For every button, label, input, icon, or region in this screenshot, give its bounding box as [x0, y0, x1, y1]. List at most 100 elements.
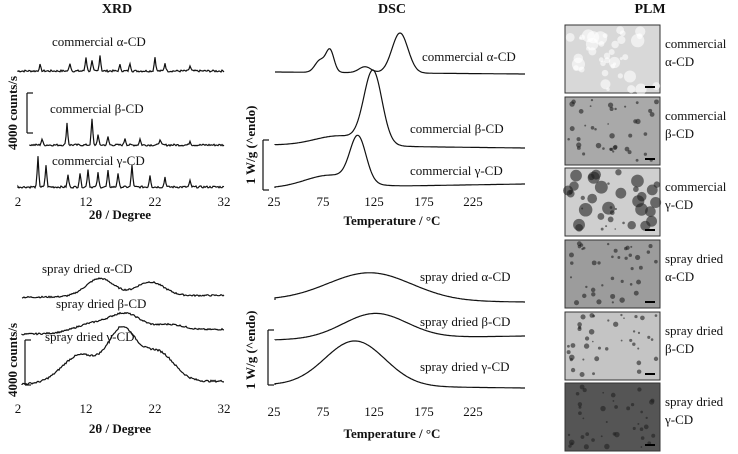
x-tick-label: 22 — [149, 401, 162, 416]
particle — [569, 126, 575, 132]
particle — [634, 314, 638, 319]
particle — [635, 26, 646, 37]
particle — [591, 169, 601, 180]
particle — [629, 283, 633, 286]
curve — [274, 134, 525, 188]
particle — [616, 26, 625, 35]
particle — [590, 98, 594, 102]
particle — [587, 193, 598, 204]
particle — [597, 346, 601, 350]
panel-label: commercial — [665, 108, 727, 123]
x-tick-label: 175 — [414, 404, 434, 419]
x-tick-label: 175 — [414, 194, 434, 209]
particle — [622, 221, 625, 225]
particle — [654, 314, 658, 317]
particle — [643, 152, 647, 156]
particle — [570, 169, 582, 182]
particle — [589, 105, 592, 108]
particle — [622, 54, 629, 61]
particle — [612, 400, 615, 402]
particle — [614, 228, 617, 230]
particle — [640, 446, 643, 448]
particle — [607, 216, 614, 223]
particle — [654, 259, 658, 264]
particle — [617, 35, 626, 45]
particle — [569, 358, 573, 362]
particle — [607, 102, 614, 108]
x-tick-label: 25 — [268, 404, 281, 419]
particle — [617, 73, 623, 79]
particle — [649, 112, 655, 117]
particle — [570, 367, 576, 373]
particle — [612, 145, 618, 150]
particle — [592, 314, 596, 318]
particle — [581, 29, 595, 43]
particle — [611, 255, 614, 259]
particle — [624, 146, 630, 152]
particle — [640, 436, 645, 440]
curve — [274, 340, 525, 389]
x-tick-label: 25 — [268, 194, 281, 209]
particle — [602, 201, 616, 215]
x-axis-label: Temperature / °C — [344, 213, 441, 228]
particle — [635, 254, 641, 261]
particle — [594, 128, 597, 131]
particle — [580, 195, 585, 201]
curve — [274, 69, 525, 149]
particle — [633, 119, 638, 124]
particle — [654, 99, 659, 105]
particle — [570, 343, 576, 348]
particle — [620, 313, 623, 317]
particle — [638, 265, 643, 270]
particle — [597, 261, 601, 265]
particle — [577, 322, 582, 327]
particle — [609, 147, 613, 151]
particle — [617, 256, 621, 259]
pattern-curve — [29, 118, 225, 147]
x-tick-label: 2 — [15, 194, 22, 209]
particle — [609, 133, 615, 139]
particle — [633, 186, 639, 193]
particle — [637, 422, 640, 425]
panel-label: spray dried — [665, 323, 724, 338]
x-axis-label: 2θ / Degree — [89, 207, 151, 222]
x-tick-label: 32 — [218, 401, 231, 416]
particle — [639, 427, 644, 431]
curve — [274, 312, 525, 341]
particle — [580, 435, 585, 439]
particle — [578, 411, 582, 416]
particle — [585, 285, 588, 289]
particle — [619, 57, 623, 61]
particle — [611, 40, 619, 49]
particle — [563, 185, 574, 196]
particle — [646, 184, 658, 196]
particle — [614, 405, 618, 409]
scale-label: 1 W/g (^endo) — [243, 311, 258, 390]
curve-label: spray dried β-CD — [420, 314, 510, 329]
particle — [629, 338, 633, 342]
particle — [590, 126, 595, 130]
particle — [601, 69, 609, 77]
particle — [635, 158, 639, 162]
scale-label: 4000 counts/s — [5, 76, 20, 150]
particle — [646, 250, 651, 254]
curve-label: spray dried γ-CD — [45, 329, 135, 344]
particle — [643, 132, 648, 136]
curve — [275, 32, 525, 75]
particle — [630, 267, 634, 271]
particle — [630, 245, 633, 248]
curve — [274, 272, 525, 303]
particle — [635, 83, 647, 95]
particle — [624, 105, 627, 108]
particle — [569, 252, 574, 258]
particle — [588, 47, 597, 56]
particle — [569, 101, 575, 107]
particle — [602, 147, 605, 150]
particle — [573, 65, 579, 71]
curve-label: commercial γ-CD — [52, 153, 145, 168]
pattern-curve — [17, 55, 225, 73]
particle — [585, 432, 590, 436]
particle — [568, 444, 572, 448]
particle — [610, 392, 616, 398]
